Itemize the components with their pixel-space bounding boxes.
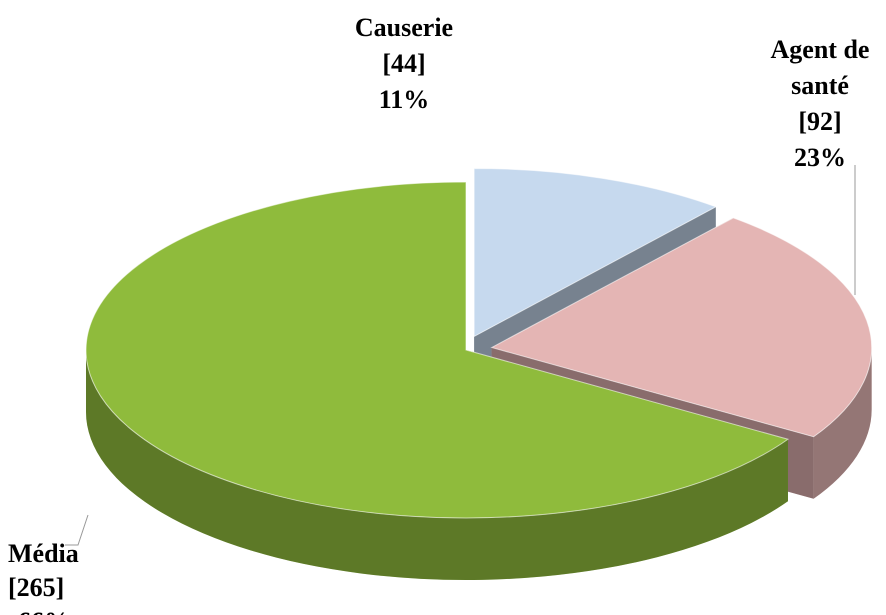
- value-label: [92]: [798, 107, 842, 136]
- label-media: Média [265] 66%: [0, 537, 115, 615]
- slice: [85, 181, 790, 519]
- percentage-label: 66%: [0, 605, 115, 615]
- leader-line: [65, 514, 89, 546]
- label-agent: Agent de santé [92] 23%: [755, 32, 885, 176]
- slice-side-shade: [813, 347, 872, 499]
- slice-side: [813, 347, 872, 499]
- label-causerie: Causerie [44] 11%: [334, 10, 474, 118]
- percentage-label: 23%: [794, 143, 846, 172]
- value-label: [44]: [382, 49, 426, 78]
- slice-side: [85, 350, 788, 580]
- category-label: Agent de santé: [770, 35, 870, 100]
- category-label: Causerie: [354, 13, 454, 42]
- slice: [473, 167, 718, 338]
- value-label: [265]: [8, 573, 65, 602]
- percentage-label: 11%: [378, 85, 430, 114]
- slice-side-shade: [85, 350, 788, 580]
- category-label: Média: [8, 539, 79, 568]
- slice: [490, 217, 873, 438]
- slices: [85, 167, 873, 580]
